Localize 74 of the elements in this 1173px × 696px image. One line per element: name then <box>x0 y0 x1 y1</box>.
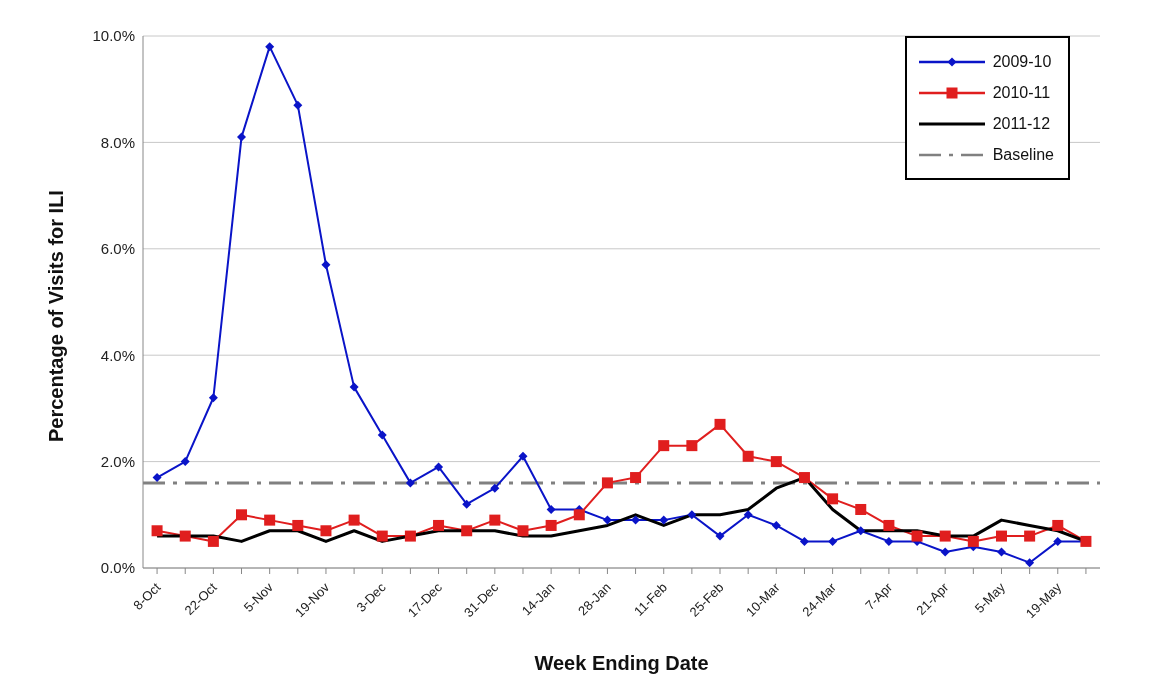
point <box>321 260 331 270</box>
y-tick-label: 4.0% <box>100 346 135 364</box>
point <box>404 530 416 542</box>
point <box>573 509 585 521</box>
point <box>518 451 528 461</box>
point <box>152 473 162 483</box>
point <box>967 535 979 547</box>
point <box>489 514 501 526</box>
point <box>349 382 359 392</box>
point <box>292 519 304 531</box>
legend-label: 2010-11 <box>992 83 1051 102</box>
point <box>265 42 275 52</box>
y-axis-title: Percentage of Visits for ILI <box>45 190 68 442</box>
point <box>1025 558 1035 568</box>
point <box>658 440 670 452</box>
point <box>236 509 248 521</box>
point <box>1024 530 1036 542</box>
point <box>799 536 809 546</box>
point <box>687 510 697 520</box>
point <box>545 519 557 531</box>
y-tick-label: 10.0% <box>92 27 135 45</box>
point <box>264 514 276 526</box>
point <box>405 478 415 488</box>
point <box>911 530 923 542</box>
point <box>237 132 247 142</box>
point <box>490 483 500 493</box>
point <box>1052 519 1064 531</box>
point <box>743 510 753 520</box>
point <box>461 525 473 537</box>
legend-label: 2009-10 <box>992 52 1052 71</box>
y-tick-label: 6.0% <box>100 240 135 258</box>
point <box>742 450 754 462</box>
point <box>601 477 613 489</box>
point <box>293 100 303 110</box>
point <box>884 536 894 546</box>
point <box>827 493 839 505</box>
point <box>714 418 726 430</box>
point <box>320 525 332 537</box>
point <box>939 530 951 542</box>
point <box>630 472 642 484</box>
point <box>686 440 698 452</box>
point <box>433 519 445 531</box>
y-tick-label: 2.0% <box>100 452 135 470</box>
point <box>883 519 895 531</box>
point <box>180 457 190 467</box>
point <box>771 520 781 530</box>
point <box>715 531 725 541</box>
point <box>856 526 866 536</box>
point <box>348 514 360 526</box>
point <box>659 515 669 525</box>
y-tick-label: 0.0% <box>100 559 135 577</box>
legend-label: Baseline <box>992 145 1054 164</box>
point <box>602 515 612 525</box>
point <box>151 525 163 537</box>
point <box>462 499 472 509</box>
x-axis-title: Week Ending Date <box>534 652 709 674</box>
point <box>377 430 387 440</box>
point <box>828 536 838 546</box>
point <box>208 393 218 403</box>
point <box>855 503 867 515</box>
point <box>798 472 810 484</box>
point <box>517 525 529 537</box>
point <box>940 547 950 557</box>
point <box>434 462 444 472</box>
point <box>376 530 388 542</box>
point <box>1053 536 1063 546</box>
point <box>770 456 782 468</box>
legend-label: 2011-12 <box>992 114 1051 133</box>
point <box>995 530 1007 542</box>
y-tick-label: 8.0% <box>100 133 135 151</box>
point <box>996 547 1006 557</box>
point <box>546 504 556 514</box>
point <box>207 535 219 547</box>
point <box>179 530 191 542</box>
